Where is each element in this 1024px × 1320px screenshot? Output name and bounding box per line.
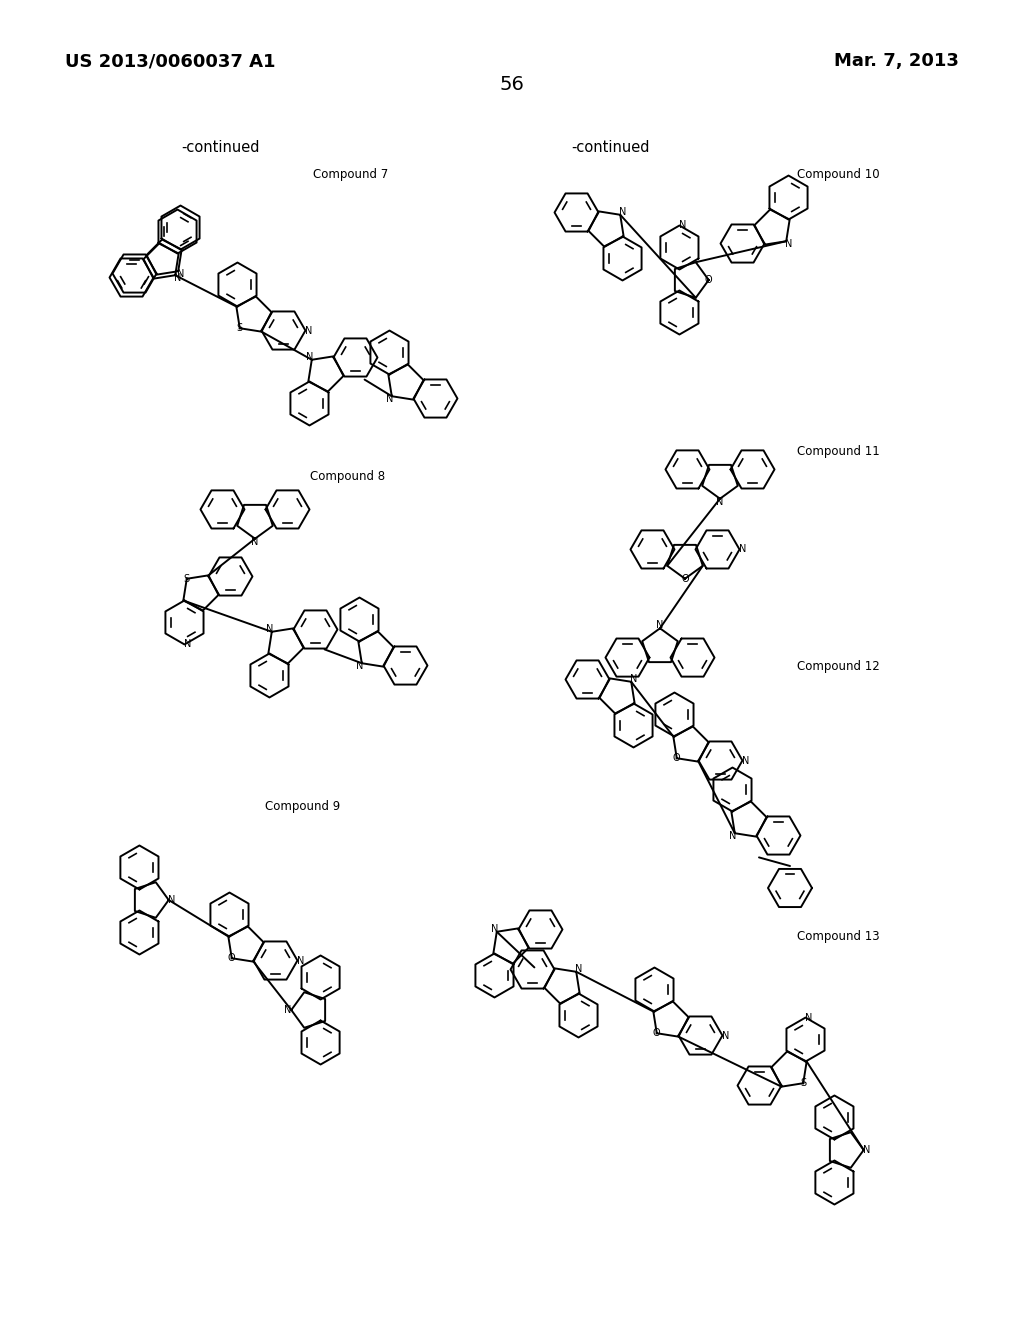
- Text: N: N: [656, 620, 664, 630]
- Text: Mar. 7, 2013: Mar. 7, 2013: [835, 51, 959, 70]
- Text: N: N: [251, 537, 259, 546]
- Text: N: N: [305, 326, 312, 335]
- Text: Compound 9: Compound 9: [265, 800, 340, 813]
- Text: O: O: [705, 275, 713, 285]
- Text: O: O: [681, 574, 689, 583]
- Text: N: N: [618, 207, 627, 218]
- Text: N: N: [729, 830, 736, 841]
- Text: N: N: [863, 1144, 870, 1155]
- Text: N: N: [679, 220, 686, 231]
- Text: N: N: [805, 1012, 812, 1023]
- Text: N: N: [722, 1031, 729, 1040]
- Text: Compound 13: Compound 13: [798, 931, 880, 942]
- Text: N: N: [174, 273, 181, 282]
- Text: N: N: [183, 639, 191, 649]
- Text: N: N: [265, 624, 273, 635]
- Text: N: N: [285, 1005, 292, 1015]
- Text: 56: 56: [500, 75, 524, 94]
- Text: N: N: [630, 675, 637, 684]
- Text: Compound 8: Compound 8: [310, 470, 385, 483]
- Text: Compound 7: Compound 7: [312, 168, 388, 181]
- Text: N: N: [785, 239, 793, 248]
- Text: N: N: [490, 924, 498, 935]
- Text: -continued: -continued: [181, 140, 259, 154]
- Text: Compound 11: Compound 11: [798, 445, 880, 458]
- Text: N: N: [168, 895, 176, 906]
- Text: Compound 10: Compound 10: [798, 168, 880, 181]
- Text: S: S: [183, 574, 189, 583]
- Text: N: N: [739, 544, 746, 554]
- Text: N: N: [355, 660, 364, 671]
- Text: N: N: [717, 498, 724, 507]
- Text: N: N: [386, 393, 393, 404]
- Text: O: O: [673, 754, 681, 763]
- Text: N: N: [306, 352, 313, 363]
- Text: N: N: [177, 268, 184, 279]
- Text: N: N: [574, 965, 583, 974]
- Text: N: N: [741, 755, 750, 766]
- Text: US 2013/0060037 A1: US 2013/0060037 A1: [65, 51, 275, 70]
- Text: Compound 12: Compound 12: [798, 660, 880, 673]
- Text: N: N: [297, 956, 304, 965]
- Text: O: O: [653, 1028, 660, 1039]
- Text: O: O: [228, 953, 236, 964]
- Text: S: S: [800, 1078, 806, 1088]
- Text: S: S: [237, 323, 243, 333]
- Text: -continued: -continued: [570, 140, 649, 154]
